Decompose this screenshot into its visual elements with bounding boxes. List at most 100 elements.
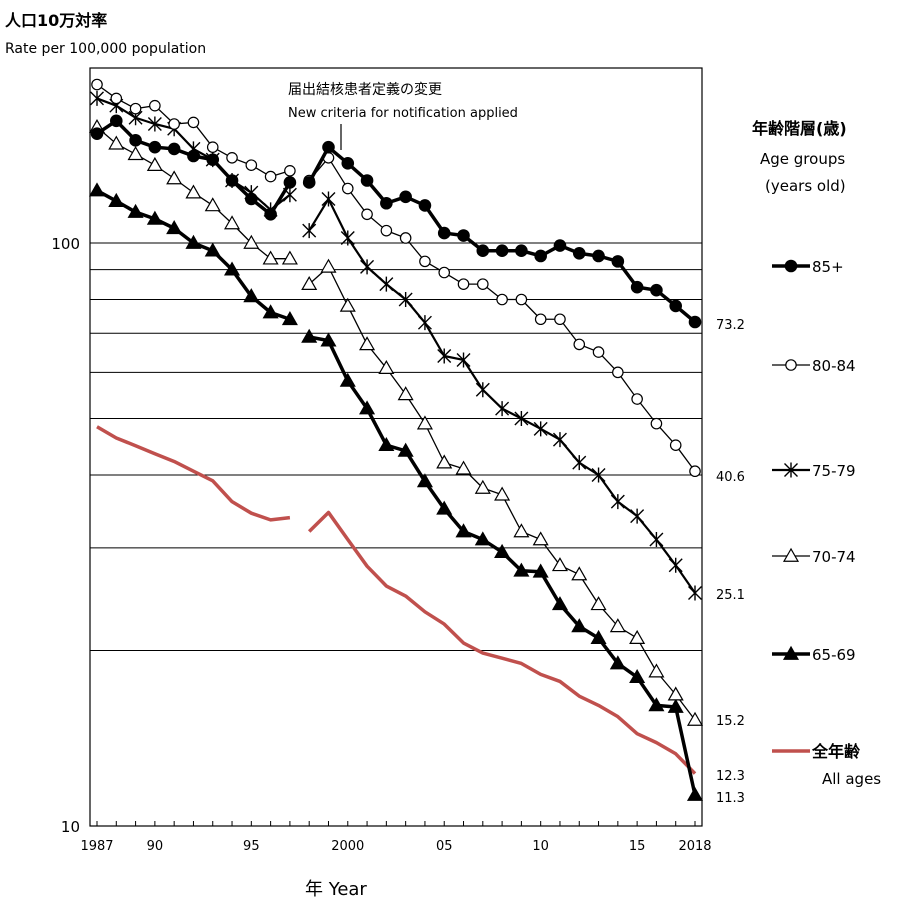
data-point-85+-1990 <box>148 140 162 154</box>
data-point-70-74-2014 <box>609 618 626 633</box>
series-70-74 <box>88 118 704 726</box>
legend-label-75-79: 75-79 <box>812 462 856 480</box>
data-point-80-84-1987 <box>91 78 103 91</box>
data-point-75-79-1999 <box>321 191 336 207</box>
data-point-80-84-1997 <box>284 164 296 177</box>
data-point-85+-2018 <box>688 315 702 329</box>
data-point-65-69-1994 <box>223 261 241 276</box>
data-point-65-69-1995 <box>243 288 260 303</box>
data-point-80-84-2015 <box>631 393 643 405</box>
data-point-80-84-2004 <box>419 255 431 268</box>
data-point-85+-2006 <box>457 229 470 242</box>
data-point-65-69-1996 <box>262 304 279 319</box>
end-label-all-ages: 12.3 <box>716 769 745 784</box>
y-axis-ticks: 100 10 <box>51 235 80 836</box>
legend-title: 年齢階層(歳) <box>752 119 847 138</box>
data-point-85+-2002 <box>380 196 393 210</box>
data-point-70-74-1999 <box>320 258 337 273</box>
data-point-70-74-2004 <box>416 415 433 430</box>
data-point-75-79-2004 <box>417 315 432 331</box>
end-label-75-79: 25.1 <box>716 588 745 603</box>
data-point-65-69-2004 <box>416 473 433 488</box>
data-point-65-69-2001 <box>359 400 376 415</box>
data-point-85+-2007 <box>476 244 490 258</box>
legend-marker-85+ <box>784 259 798 273</box>
series-line-全年齢 <box>96 425 291 522</box>
data-point-65-69-2000 <box>339 372 356 387</box>
legend-label-全年齢-en: All ages <box>822 770 881 788</box>
series-85+ <box>90 114 702 329</box>
data-point-70-74-2000 <box>339 297 356 312</box>
x-tick-label-1987: 1987 <box>80 839 113 854</box>
data-point-65-69-1988 <box>108 192 125 207</box>
data-point-85+-1993 <box>206 153 220 166</box>
data-point-70-74-2009 <box>513 523 530 538</box>
data-point-65-69-1990 <box>146 210 163 225</box>
data-point-80-84-2009 <box>515 293 528 306</box>
data-point-65-69-1989 <box>127 203 144 218</box>
data-point-70-74-2011 <box>551 557 569 572</box>
data-point-85+-2017 <box>669 299 683 313</box>
data-point-80-84-2003 <box>399 232 412 244</box>
data-point-75-79-2000 <box>340 230 355 246</box>
data-point-65-69-2010 <box>532 563 549 578</box>
data-point-75-79-2010 <box>533 421 548 437</box>
data-point-70-74-1994 <box>223 215 241 230</box>
data-point-65-69-2006 <box>455 523 472 538</box>
gridlines <box>90 242 702 651</box>
data-point-75-79-1998 <box>302 223 317 239</box>
data-point-75-79-2016 <box>649 532 664 548</box>
data-point-80-84-1990 <box>149 99 161 112</box>
data-point-85+-2000 <box>341 156 355 170</box>
legend-label-70-74: 70-74 <box>812 548 856 566</box>
x-tick-label-2018: 2018 <box>678 839 711 854</box>
data-point-85+-1996 <box>264 208 277 221</box>
data-point-70-74-2005 <box>436 454 453 469</box>
data-point-70-74-2016 <box>648 663 665 678</box>
data-point-85+-2013 <box>592 249 605 263</box>
data-point-75-79-2018 <box>688 585 702 601</box>
data-point-65-69-1991 <box>166 220 183 235</box>
data-point-85+-2010 <box>534 249 547 263</box>
annotation-jp: 届出結核患者定義の変更 <box>288 81 442 98</box>
data-point-65-69-1993 <box>204 242 221 257</box>
data-point-70-74-2008 <box>494 486 511 501</box>
data-point-80-84-2008 <box>496 293 508 306</box>
data-point-65-69-1998 <box>301 328 318 343</box>
data-point-75-79-2003 <box>398 291 413 307</box>
end-label-65-69: 11.3 <box>716 791 745 806</box>
ylabel-en: Rate per 100,000 population <box>5 41 206 57</box>
series-75-79 <box>90 90 702 601</box>
x-axis-label: 年 Year <box>305 879 367 900</box>
data-point-65-69-1992 <box>185 234 202 249</box>
data-point-70-74-2003 <box>397 386 414 401</box>
data-point-80-84-2001 <box>361 208 373 221</box>
x-tick-label-05: 05 <box>436 839 453 854</box>
data-point-85+-1997 <box>283 176 297 189</box>
data-point-85+-1989 <box>129 134 142 147</box>
data-point-75-79-2012 <box>572 455 587 471</box>
legend-label-65-69: 65-69 <box>812 646 856 664</box>
data-point-80-84-1992 <box>187 116 200 129</box>
data-point-80-84-1988 <box>110 92 123 105</box>
legend-marker-70-74 <box>782 547 800 562</box>
data-point-70-74-2006 <box>455 460 472 475</box>
legend: 85+ 80-84 75-79 70-74 65-69 全年齢 All ages <box>772 258 881 788</box>
legend-marker-65-69 <box>782 645 800 660</box>
data-point-75-79-2011 <box>552 432 567 448</box>
end-label-85plus: 73.2 <box>716 318 745 333</box>
data-point-80-84-2018 <box>689 465 701 478</box>
data-point-65-69-2012 <box>571 618 588 633</box>
data-point-65-69-2013 <box>590 629 607 644</box>
data-point-80-84-2002 <box>380 224 393 237</box>
data-point-80-84-2007 <box>477 278 489 290</box>
data-point-80-84-2016 <box>650 417 663 430</box>
data-point-65-69-2011 <box>551 596 569 611</box>
legend-label-85+: 85+ <box>812 258 844 276</box>
data-point-65-69-2015 <box>629 668 646 684</box>
data-point-85+-1998 <box>302 176 316 189</box>
data-point-80-84-1994 <box>226 152 238 164</box>
data-point-80-84-1996 <box>264 170 277 183</box>
data-point-70-74-2012 <box>571 566 588 581</box>
